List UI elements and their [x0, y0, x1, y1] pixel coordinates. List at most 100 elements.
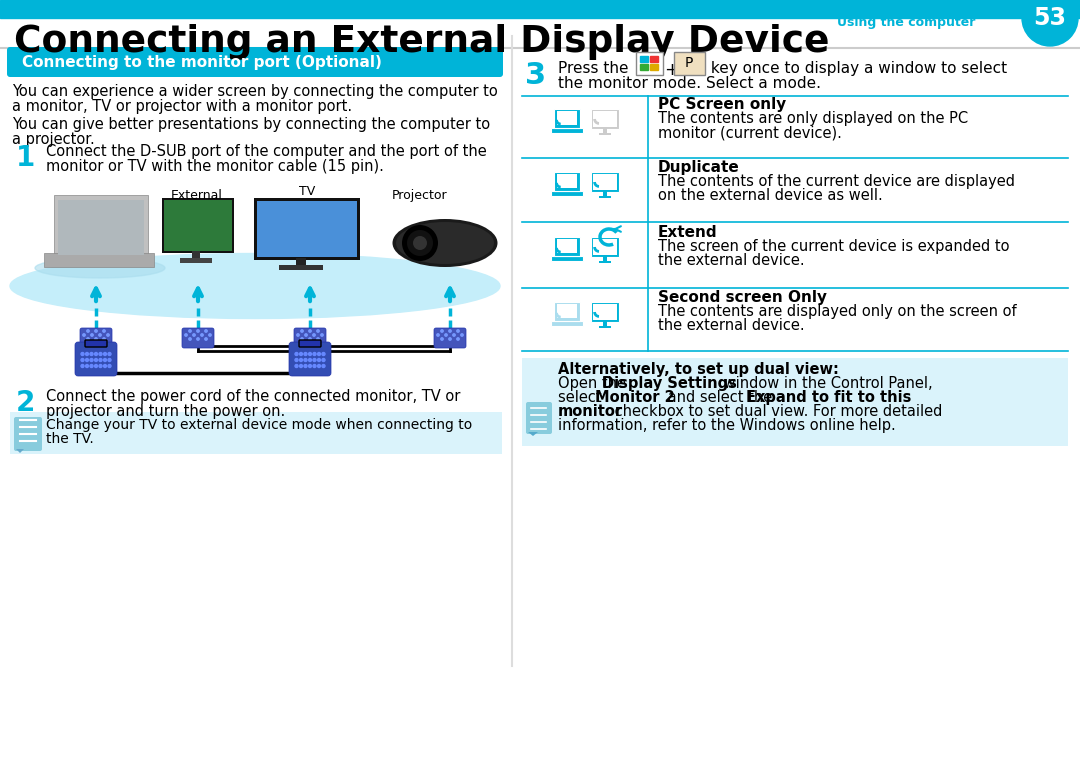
- Text: Extend: Extend: [658, 225, 717, 240]
- Circle shape: [316, 338, 320, 340]
- Bar: [591, 172, 619, 192]
- Circle shape: [313, 365, 316, 368]
- Text: Expand to fit to this: Expand to fit to this: [746, 390, 912, 405]
- FancyBboxPatch shape: [54, 195, 148, 259]
- FancyBboxPatch shape: [299, 340, 321, 347]
- Circle shape: [95, 352, 97, 355]
- Circle shape: [436, 334, 440, 336]
- Text: The contents are only displayed on the PC: The contents are only displayed on the P…: [658, 111, 968, 126]
- Text: the TV.: the TV.: [46, 432, 94, 446]
- Circle shape: [301, 330, 303, 332]
- Circle shape: [208, 334, 212, 336]
- Bar: [554, 172, 580, 191]
- Circle shape: [1022, 0, 1078, 46]
- Text: and select the: and select the: [663, 390, 777, 405]
- Circle shape: [318, 365, 321, 368]
- Circle shape: [95, 365, 97, 368]
- Text: the monitor mode. Select a mode.: the monitor mode. Select a mode.: [558, 76, 821, 91]
- Text: monitor: monitor: [558, 404, 623, 419]
- Circle shape: [303, 352, 307, 355]
- FancyBboxPatch shape: [526, 402, 552, 434]
- Bar: [257, 201, 357, 257]
- Circle shape: [303, 358, 307, 362]
- Bar: [0, 0, 1080, 18]
- Text: Connecting an External Display Device: Connecting an External Display Device: [14, 24, 829, 60]
- Text: Duplicate: Duplicate: [658, 160, 740, 175]
- FancyBboxPatch shape: [635, 51, 662, 74]
- Text: 2: 2: [16, 389, 36, 417]
- Circle shape: [95, 338, 97, 340]
- Circle shape: [449, 330, 451, 332]
- Text: PC Screen only: PC Screen only: [658, 97, 786, 112]
- Text: The screen of the current device is expanded to: The screen of the current device is expa…: [658, 239, 1010, 254]
- Ellipse shape: [35, 258, 165, 278]
- Bar: [598, 195, 611, 198]
- Text: The contents are displayed only on the screen of: The contents are displayed only on the s…: [658, 304, 1016, 319]
- Text: Change your TV to external device mode when connecting to: Change your TV to external device mode w…: [46, 418, 472, 432]
- Circle shape: [413, 236, 427, 250]
- Circle shape: [309, 330, 311, 332]
- Circle shape: [313, 334, 315, 336]
- Circle shape: [457, 338, 459, 340]
- Circle shape: [103, 330, 105, 332]
- Circle shape: [295, 358, 298, 362]
- Circle shape: [322, 352, 325, 355]
- Circle shape: [309, 365, 311, 368]
- Bar: [650, 64, 658, 70]
- Text: Alternatively, to set up dual view:: Alternatively, to set up dual view:: [558, 362, 839, 377]
- Text: Connect the power cord of the connected monitor, TV or: Connect the power cord of the connected …: [46, 389, 460, 404]
- Bar: [554, 302, 580, 321]
- Text: Display Settings: Display Settings: [602, 376, 737, 391]
- Bar: [192, 251, 200, 259]
- Circle shape: [321, 334, 323, 336]
- Circle shape: [104, 365, 107, 368]
- Bar: [10, 412, 502, 454]
- Bar: [604, 321, 607, 326]
- Circle shape: [299, 352, 302, 355]
- Circle shape: [313, 358, 316, 362]
- Circle shape: [322, 358, 325, 362]
- Bar: [650, 56, 658, 62]
- Circle shape: [299, 365, 302, 368]
- Circle shape: [90, 352, 93, 355]
- Ellipse shape: [392, 219, 498, 267]
- FancyBboxPatch shape: [674, 51, 704, 74]
- Circle shape: [98, 334, 102, 336]
- Circle shape: [318, 358, 321, 362]
- Bar: [551, 192, 583, 196]
- Circle shape: [297, 334, 299, 336]
- Bar: [522, 358, 1068, 446]
- Circle shape: [316, 330, 320, 332]
- Text: P: P: [685, 56, 693, 70]
- Bar: [554, 109, 580, 128]
- Polygon shape: [528, 432, 538, 436]
- Circle shape: [95, 358, 97, 362]
- Circle shape: [99, 358, 102, 362]
- Text: You can experience a wider screen by connecting the computer to: You can experience a wider screen by con…: [12, 84, 498, 99]
- Circle shape: [99, 365, 102, 368]
- Bar: [591, 109, 619, 129]
- Text: Open the: Open the: [558, 376, 631, 391]
- Text: monitor (current device).: monitor (current device).: [658, 125, 842, 140]
- Circle shape: [402, 225, 438, 261]
- Bar: [591, 302, 619, 322]
- FancyBboxPatch shape: [80, 328, 112, 348]
- Circle shape: [299, 358, 302, 362]
- Text: the external device.: the external device.: [658, 253, 805, 268]
- Circle shape: [103, 338, 105, 340]
- Ellipse shape: [396, 222, 494, 264]
- Circle shape: [445, 334, 447, 336]
- Bar: [593, 175, 617, 190]
- Text: window in the Control Panel,: window in the Control Panel,: [719, 376, 933, 391]
- Bar: [551, 321, 583, 326]
- Text: Connect the D-SUB port of the computer and the port of the: Connect the D-SUB port of the computer a…: [46, 144, 487, 159]
- FancyBboxPatch shape: [85, 340, 107, 347]
- Bar: [180, 258, 212, 263]
- Bar: [591, 237, 619, 257]
- Circle shape: [90, 365, 93, 368]
- Text: a monitor, TV or projector with a monitor port.: a monitor, TV or projector with a monito…: [12, 99, 352, 114]
- FancyBboxPatch shape: [294, 328, 326, 348]
- Bar: [58, 200, 144, 255]
- Text: 3: 3: [525, 61, 546, 90]
- Text: Press the: Press the: [558, 61, 629, 76]
